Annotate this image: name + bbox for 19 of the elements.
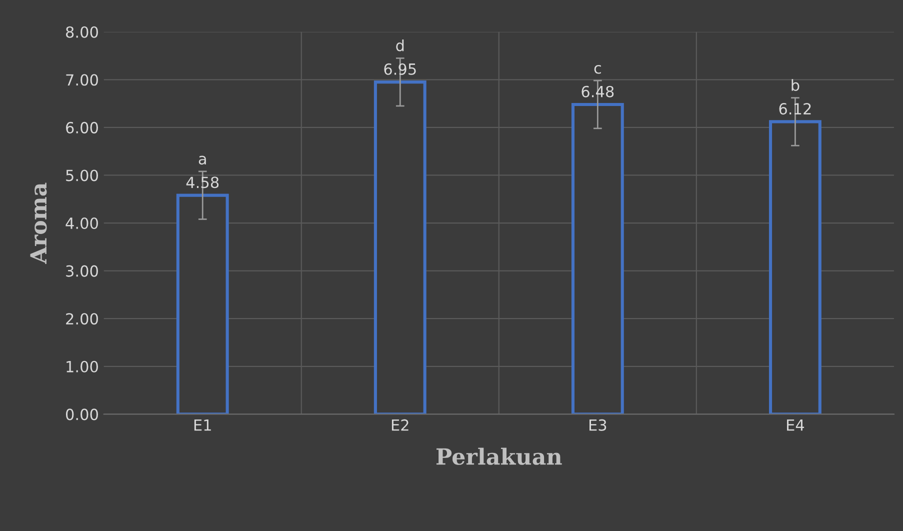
annotation: a <box>198 156 206 165</box>
y-tick-label: 8.00 <box>66 26 98 38</box>
y-axis-title: Aroma <box>30 182 47 264</box>
y-tick-label: 2.00 <box>66 313 98 325</box>
annotation: c <box>594 64 601 74</box>
y-tick-label: 5.00 <box>66 170 98 182</box>
x-tick-label: E2 <box>392 419 408 431</box>
y-tick-label: 0.00 <box>66 408 98 420</box>
annotation: d <box>396 39 404 52</box>
y-tick-label: 3.00 <box>66 265 98 277</box>
x-tick-label: E3 <box>589 419 606 431</box>
y-tick-label: 7.00 <box>66 74 98 86</box>
x-tick-label: E1 <box>194 420 211 431</box>
annotation: b <box>792 79 800 91</box>
y-tick-label: 6.00 <box>66 122 98 134</box>
x-tick-label: E4 <box>787 420 804 431</box>
y-tick-label: 1.00 <box>66 360 98 372</box>
y-tick-label: 4.00 <box>66 217 98 230</box>
x-axis-title: Perlakuan <box>436 448 562 465</box>
